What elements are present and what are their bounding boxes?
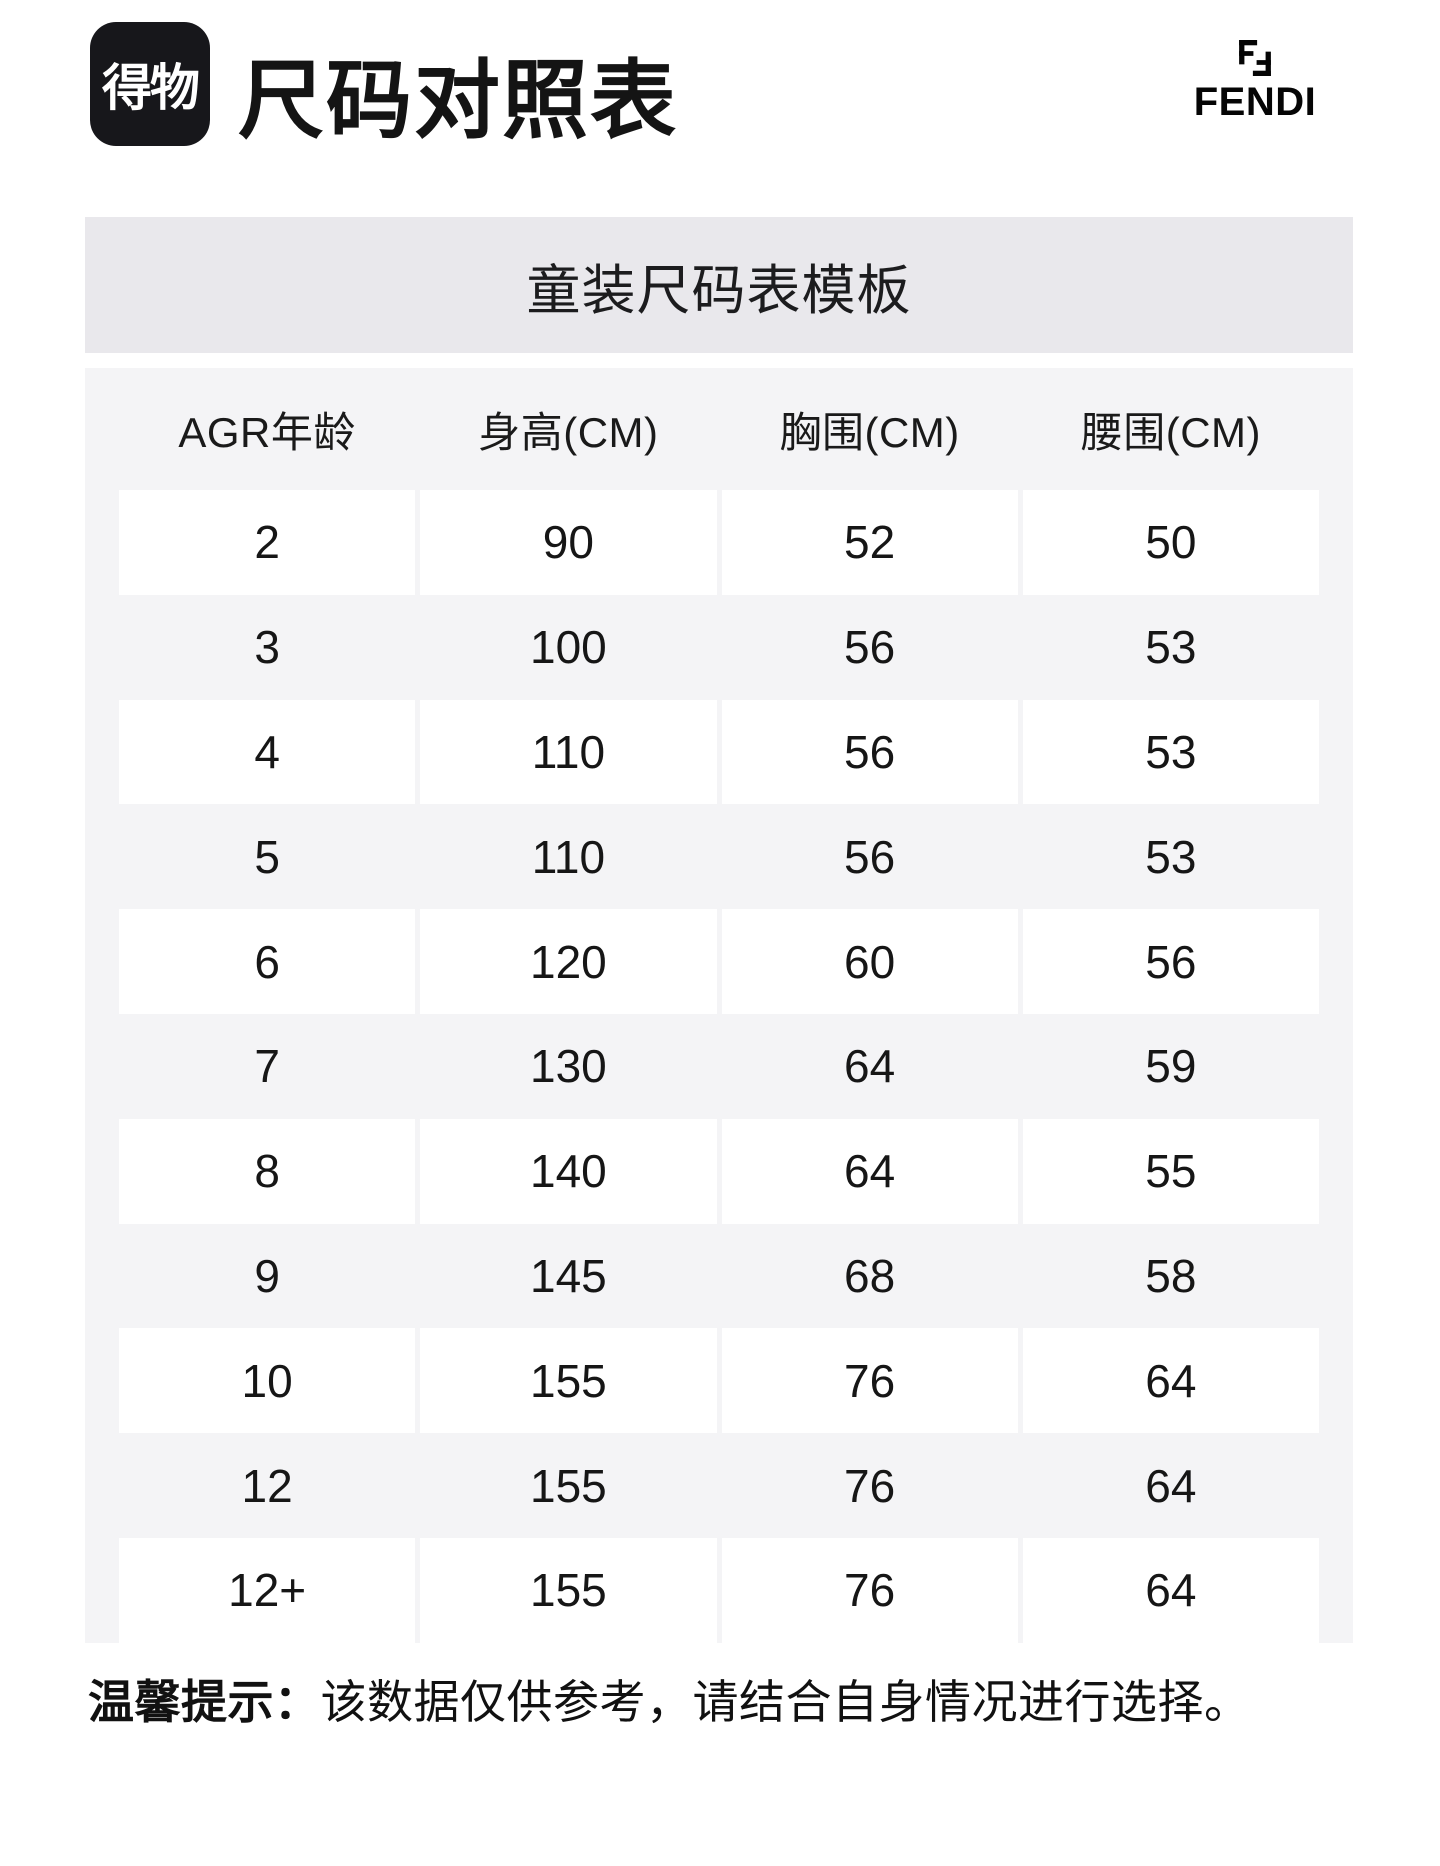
column-header-age: AGR年龄 [178,408,356,456]
table-cell: 56 [844,621,896,674]
dewu-logo-text: 得物 [102,60,200,116]
column-header-chest: 胸围(CM) [779,408,960,456]
table-cell: 10 [119,1328,416,1434]
table-cell: 64 [844,1040,896,1093]
table-cell: 56 [844,830,896,883]
table-cell: 60 [721,909,1018,1014]
table-row: 6 120 60 56 [119,909,1319,1014]
table-cell: 76 [844,1459,896,1512]
table-cell: 68 [844,1249,896,1302]
table-cell: 53 [1145,830,1197,883]
table-cell: 110 [420,699,717,805]
table-cell: 56 [721,699,1018,805]
table-cell: 64 [721,1118,1018,1224]
table-cell: 155 [420,1537,717,1643]
table-cell: 64 [1022,1537,1319,1643]
table-cell: 2 [119,490,416,595]
column-header-height: 身高(CM) [478,408,659,456]
table-row: 9 145 68 58 [119,1224,1319,1329]
fendi-ff-icon [1239,40,1271,76]
footer-notice-label: 温馨提示： [88,1675,321,1728]
table-cell: 90 [420,490,717,595]
table-row: 8 140 64 55 [119,1118,1319,1224]
size-table-body: 2 90 52 50 3 100 56 53 4 110 56 53 5 110 56 53 6 120 60 56 7… [119,490,1319,1643]
table-cell: 53 [1145,621,1197,674]
table-row: 10 155 76 64 [119,1328,1319,1434]
table-cell: 55 [1022,1118,1319,1224]
column-header-waist: 腰围(CM) [1080,408,1262,456]
table-row: 7 130 64 59 [119,1014,1319,1119]
page-title: 尺码对照表 [238,53,678,149]
table-cell: 140 [420,1118,717,1224]
table-cell: 100 [530,621,607,674]
brand-block: FENDI [1194,40,1316,122]
table-cell: 76 [721,1328,1018,1434]
page-header: 得物 尺码对照表 FENDI [0,0,1440,217]
table-row: 12 155 76 64 [119,1433,1319,1538]
footer-notice-text: 该数据仅供参考，请结合自身情况进行选择。 [320,1675,1251,1728]
table-cell: 50 [1022,490,1319,595]
footer-notice: 温馨提示：该数据仅供参考，请结合自身情况进行选择。 [88,1670,1440,1734]
table-row: 12+ 155 76 64 [119,1537,1319,1643]
table-cell: 58 [1145,1249,1197,1302]
table-cell: 64 [1145,1459,1197,1512]
table-banner: 童装尺码表模板 [85,217,1353,353]
table-cell: 12 [241,1459,293,1512]
size-table: AGR年龄 身高(CM) 胸围(CM) 腰围(CM) 2 90 52 50 3 100 56… [85,368,1353,1643]
table-cell: 3 [254,621,280,674]
table-cell: 6 [119,909,416,1014]
table-cell: 155 [530,1459,607,1512]
table-row: 4 110 56 53 [119,699,1319,805]
table-cell: 110 [531,830,606,883]
table-cell: 5 [254,830,280,883]
table-cell: 56 [1022,909,1319,1014]
table-row: 2 90 52 50 [119,490,1319,595]
table-cell: 8 [119,1118,416,1224]
table-cell: 59 [1145,1040,1197,1093]
table-row: 3 100 56 53 [119,595,1319,700]
table-cell: 7 [254,1040,280,1093]
table-cell: 52 [721,490,1018,595]
table-cell: 64 [1022,1328,1319,1434]
table-cell: 120 [420,909,717,1014]
table-cell: 9 [254,1249,280,1302]
dewu-logo: 得物 [90,22,210,146]
size-table-header: AGR年龄 身高(CM) 胸围(CM) 腰围(CM) [119,368,1319,490]
brand-name: FENDI [1193,80,1317,124]
table-banner-title: 童装尺码表模板 [526,260,912,321]
table-cell: 4 [119,699,416,805]
table-cell: 155 [420,1328,717,1434]
table-cell: 76 [721,1537,1018,1643]
table-cell: 12+ [119,1537,416,1643]
table-row: 5 110 56 53 [119,804,1319,909]
table-cell: 53 [1022,699,1319,805]
table-cell: 145 [530,1249,607,1302]
table-cell: 130 [530,1040,607,1093]
